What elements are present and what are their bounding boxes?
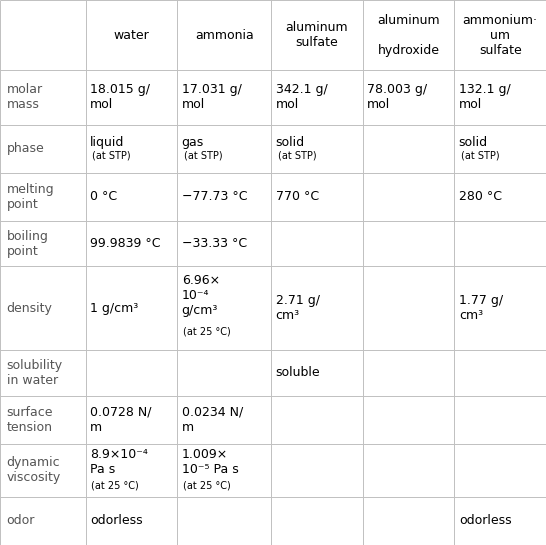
- Text: melting
point: melting point: [7, 183, 54, 211]
- Text: 0.0234 N/
m: 0.0234 N/ m: [182, 405, 243, 434]
- Text: surface
tension: surface tension: [7, 405, 53, 434]
- Text: 280 °C: 280 °C: [459, 191, 502, 203]
- Text: aluminum
sulfate: aluminum sulfate: [286, 21, 348, 49]
- Text: 99.9839 °C: 99.9839 °C: [90, 237, 161, 250]
- Text: 6.96×
10⁻⁴
g/cm³: 6.96× 10⁻⁴ g/cm³: [182, 274, 220, 317]
- Text: (at 25 °C): (at 25 °C): [183, 327, 230, 337]
- Text: 1.77 g/
cm³: 1.77 g/ cm³: [459, 294, 503, 322]
- Text: (at 25 °C): (at 25 °C): [183, 480, 230, 490]
- Text: phase: phase: [7, 142, 44, 155]
- Text: (at STP): (at STP): [461, 151, 500, 161]
- Text: 0 °C: 0 °C: [90, 191, 117, 203]
- Text: odor: odor: [7, 514, 35, 528]
- Text: −77.73 °C: −77.73 °C: [182, 191, 247, 203]
- Text: 0.0728 N/
m: 0.0728 N/ m: [90, 405, 152, 434]
- Text: liquid: liquid: [90, 136, 124, 149]
- Text: 342.1 g/
mol: 342.1 g/ mol: [276, 83, 328, 111]
- Text: dynamic
viscosity: dynamic viscosity: [7, 456, 61, 485]
- Text: water: water: [114, 28, 150, 41]
- Text: solubility
in water: solubility in water: [7, 359, 63, 387]
- Text: 1 g/cm³: 1 g/cm³: [90, 302, 138, 315]
- Text: boiling
point: boiling point: [7, 229, 49, 258]
- Text: 132.1 g/
mol: 132.1 g/ mol: [459, 83, 511, 111]
- Text: odorless: odorless: [459, 514, 512, 528]
- Text: 18.015 g/
mol: 18.015 g/ mol: [90, 83, 150, 111]
- Text: aluminum

hydroxide: aluminum hydroxide: [377, 14, 440, 57]
- Text: gas: gas: [182, 136, 204, 149]
- Text: 770 °C: 770 °C: [276, 191, 319, 203]
- Text: (at STP): (at STP): [278, 151, 317, 161]
- Text: 17.031 g/
mol: 17.031 g/ mol: [182, 83, 242, 111]
- Text: solid: solid: [459, 136, 488, 149]
- Text: solid: solid: [276, 136, 305, 149]
- Text: density: density: [7, 302, 52, 315]
- Text: 2.71 g/
cm³: 2.71 g/ cm³: [276, 294, 319, 322]
- Text: ammonia: ammonia: [195, 28, 254, 41]
- Text: 8.9×10⁻⁴
Pa s: 8.9×10⁻⁴ Pa s: [90, 449, 148, 476]
- Text: (at STP): (at STP): [92, 151, 131, 161]
- Text: 1.009×
10⁻⁵ Pa s: 1.009× 10⁻⁵ Pa s: [182, 449, 239, 476]
- Text: ammonium·
um
sulfate: ammonium· um sulfate: [462, 14, 538, 57]
- Text: odorless: odorless: [90, 514, 143, 528]
- Text: soluble: soluble: [276, 366, 321, 379]
- Text: molar
mass: molar mass: [7, 83, 43, 111]
- Text: (at STP): (at STP): [184, 151, 223, 161]
- Text: 78.003 g/
mol: 78.003 g/ mol: [367, 83, 428, 111]
- Text: (at 25 °C): (at 25 °C): [91, 480, 139, 490]
- Text: −33.33 °C: −33.33 °C: [182, 237, 247, 250]
